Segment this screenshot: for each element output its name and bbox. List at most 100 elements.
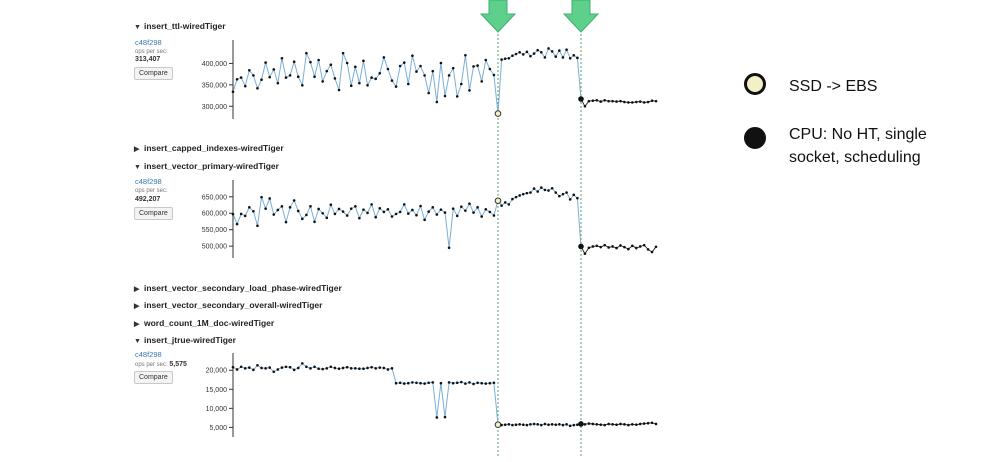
section-insert-jtrue[interactable]: ▼ insert_jtrue-wiredTiger bbox=[134, 335, 236, 345]
commit-link[interactable]: c48f298 bbox=[135, 38, 162, 47]
data-point bbox=[280, 205, 284, 208]
data-point bbox=[341, 210, 345, 213]
section-insert-vector-primary[interactable]: ▼ insert_vector_primary-wiredTiger bbox=[134, 161, 279, 171]
data-point bbox=[419, 204, 422, 208]
commit-link[interactable]: c48f298 bbox=[135, 177, 162, 186]
data-point bbox=[427, 381, 430, 385]
data-point bbox=[280, 56, 284, 60]
legend-label-cpu-line2: socket, scheduling bbox=[789, 149, 921, 166]
data-point bbox=[623, 245, 626, 249]
data-point bbox=[260, 366, 263, 370]
compare-button[interactable]: Compare bbox=[134, 371, 173, 384]
data-point bbox=[476, 64, 479, 67]
section-word-count[interactable]: ▶ word_count_1M_doc-wiredTiger bbox=[134, 318, 274, 328]
section-insert-ttl[interactable]: ▼ insert_ttl-wiredTiger bbox=[134, 21, 226, 31]
data-point bbox=[370, 76, 373, 79]
data-point bbox=[260, 78, 263, 82]
data-point bbox=[615, 246, 618, 250]
data-point bbox=[583, 104, 587, 108]
data-point bbox=[231, 365, 235, 369]
data-point bbox=[591, 99, 595, 103]
data-point bbox=[423, 382, 426, 385]
data-point bbox=[525, 423, 529, 427]
y-tick-label: 300,000 bbox=[202, 104, 227, 111]
data-point bbox=[547, 47, 550, 50]
data-point bbox=[638, 100, 642, 103]
data-point bbox=[532, 52, 536, 55]
data-point bbox=[500, 423, 503, 427]
data-point bbox=[419, 64, 422, 68]
compare-button[interactable]: Compare bbox=[134, 67, 173, 80]
data-point bbox=[272, 68, 276, 71]
data-point bbox=[256, 363, 259, 367]
section-insert-vector-secondary-overall[interactable]: ▶ insert_vector_secondary_overall-wiredTi… bbox=[134, 300, 322, 310]
data-point bbox=[558, 49, 561, 52]
data-point bbox=[345, 365, 349, 369]
data-point bbox=[619, 422, 622, 426]
series-line bbox=[232, 47, 582, 114]
data-point bbox=[638, 245, 642, 248]
data-point bbox=[423, 74, 426, 77]
data-point bbox=[488, 67, 492, 71]
data-point bbox=[333, 77, 337, 80]
y-tick-label: 500,000 bbox=[202, 244, 227, 251]
data-point bbox=[248, 366, 251, 369]
data-point bbox=[468, 89, 471, 92]
data-point bbox=[561, 56, 565, 59]
data-point bbox=[603, 243, 606, 247]
data-point bbox=[447, 246, 451, 250]
collapsed-triangle-icon: ▶ bbox=[134, 303, 140, 310]
data-point bbox=[568, 198, 572, 201]
data-point bbox=[439, 208, 443, 211]
data-point bbox=[264, 367, 267, 370]
data-point bbox=[402, 382, 406, 385]
data-point bbox=[358, 216, 361, 220]
data-point bbox=[374, 77, 377, 81]
data-point bbox=[507, 423, 511, 426]
data-point bbox=[619, 244, 622, 247]
data-point bbox=[411, 381, 414, 384]
data-point bbox=[554, 423, 558, 427]
data-point bbox=[415, 70, 418, 73]
data-point bbox=[500, 204, 503, 207]
data-point bbox=[591, 245, 595, 248]
data-point bbox=[402, 203, 406, 206]
event-arrow-icon bbox=[562, 0, 600, 33]
data-point bbox=[599, 100, 603, 103]
data-point bbox=[468, 381, 471, 384]
data-point bbox=[309, 205, 312, 208]
commit-link[interactable]: c48f298 bbox=[135, 350, 162, 359]
data-point bbox=[386, 67, 390, 71]
data-point bbox=[321, 211, 324, 215]
event-marker-ssd-ebs bbox=[494, 421, 502, 429]
data-point bbox=[565, 48, 568, 52]
section-insert-vector-secondary-load[interactable]: ▶ insert_vector_secondary_load_phase-wire… bbox=[134, 283, 342, 293]
data-point bbox=[547, 189, 550, 192]
data-point bbox=[484, 382, 488, 385]
data-point bbox=[288, 74, 292, 77]
data-point bbox=[435, 100, 439, 104]
data-point bbox=[646, 248, 650, 251]
data-point bbox=[529, 423, 532, 426]
data-point bbox=[345, 61, 349, 65]
data-point bbox=[370, 365, 373, 369]
data-point bbox=[631, 244, 634, 248]
data-point bbox=[572, 53, 576, 57]
data-point bbox=[252, 368, 255, 372]
compare-button[interactable]: Compare bbox=[134, 207, 173, 220]
data-point bbox=[276, 81, 280, 85]
data-point bbox=[521, 192, 525, 196]
data-point bbox=[288, 206, 292, 209]
data-point bbox=[301, 83, 304, 87]
data-point bbox=[402, 61, 406, 64]
data-point bbox=[272, 213, 276, 216]
data-point bbox=[341, 366, 345, 370]
data-point bbox=[248, 206, 251, 209]
data-point bbox=[576, 196, 579, 200]
data-point bbox=[390, 367, 394, 370]
section-insert-capped-indexes[interactable]: ▶ insert_capped_indexes-wiredTiger bbox=[134, 143, 284, 153]
data-point bbox=[415, 213, 418, 217]
data-point bbox=[366, 366, 369, 370]
expanded-triangle-icon: ▼ bbox=[134, 338, 141, 345]
data-point bbox=[284, 365, 288, 369]
